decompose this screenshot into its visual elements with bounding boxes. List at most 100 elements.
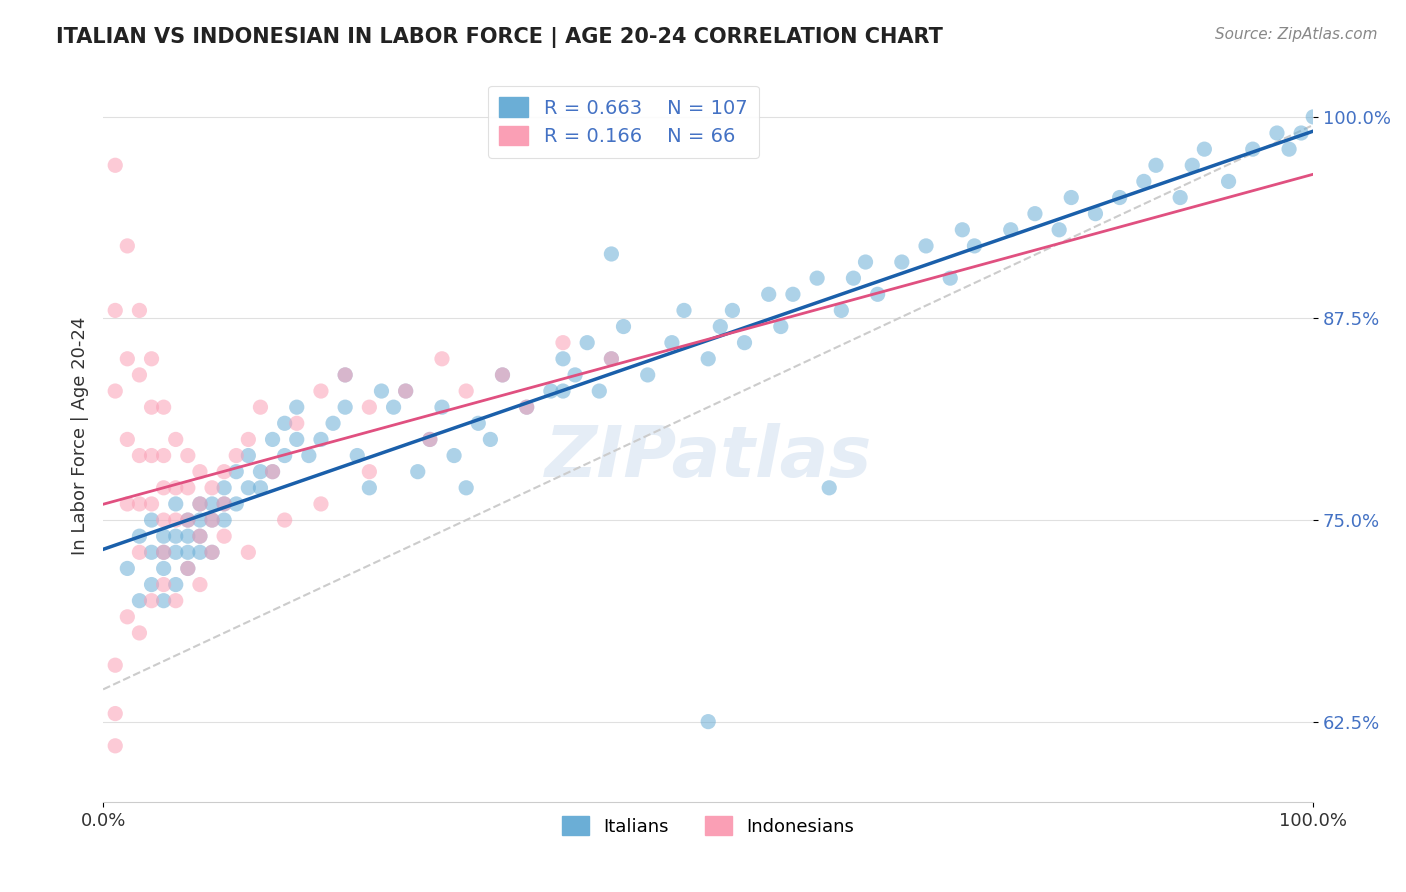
Point: [117, 239, 139, 253]
Point: [576, 335, 599, 350]
Point: [165, 513, 187, 527]
Point: [177, 561, 200, 575]
Point: [152, 481, 174, 495]
Point: [152, 545, 174, 559]
Point: [950, 223, 973, 237]
Point: [734, 335, 756, 350]
Point: [309, 497, 332, 511]
Point: [395, 384, 418, 398]
Point: [661, 335, 683, 350]
Point: [359, 400, 381, 414]
Point: [1060, 190, 1083, 204]
Point: [152, 545, 174, 559]
Point: [359, 481, 381, 495]
Point: [866, 287, 889, 301]
Point: [177, 513, 200, 527]
Point: [212, 497, 235, 511]
Point: [491, 368, 513, 382]
Point: [238, 481, 260, 495]
Point: [1241, 142, 1264, 156]
Point: [540, 384, 562, 398]
Point: [1181, 158, 1204, 172]
Point: [600, 351, 623, 366]
Point: [117, 609, 139, 624]
Point: [1194, 142, 1216, 156]
Point: [177, 529, 200, 543]
Point: [479, 433, 502, 447]
Point: [117, 433, 139, 447]
Point: [152, 593, 174, 607]
Point: [370, 384, 392, 398]
Point: [456, 481, 478, 495]
Point: [333, 400, 356, 414]
Point: [212, 529, 235, 543]
Point: [551, 335, 574, 350]
Point: [830, 303, 852, 318]
Point: [842, 271, 865, 285]
Point: [141, 449, 163, 463]
Point: [382, 400, 405, 414]
Point: [1084, 207, 1107, 221]
Point: [177, 513, 200, 527]
Point: [551, 384, 574, 398]
Point: [104, 384, 127, 398]
Point: [141, 513, 163, 527]
Point: [249, 400, 271, 414]
Point: [238, 449, 260, 463]
Point: [188, 497, 211, 511]
Point: [152, 561, 174, 575]
Point: [177, 449, 200, 463]
Point: [104, 303, 127, 318]
Point: [963, 239, 986, 253]
Point: [128, 529, 150, 543]
Point: [491, 368, 513, 382]
Point: [406, 465, 429, 479]
Point: [806, 271, 828, 285]
Point: [225, 465, 247, 479]
Point: [600, 247, 623, 261]
Point: [419, 433, 441, 447]
Point: [152, 577, 174, 591]
Point: [165, 481, 187, 495]
Point: [141, 400, 163, 414]
Point: [128, 545, 150, 559]
Point: [165, 593, 187, 607]
Point: [1133, 174, 1156, 188]
Point: [890, 255, 912, 269]
Point: [128, 497, 150, 511]
Point: [782, 287, 804, 301]
Point: [564, 368, 586, 382]
Point: [165, 529, 187, 543]
Point: [758, 287, 780, 301]
Text: Source: ZipAtlas.com: Source: ZipAtlas.com: [1215, 27, 1378, 42]
Point: [709, 319, 731, 334]
Point: [516, 400, 538, 414]
Point: [128, 626, 150, 640]
Point: [322, 417, 344, 431]
Point: [152, 513, 174, 527]
Point: [141, 593, 163, 607]
Point: [273, 513, 295, 527]
Point: [273, 417, 295, 431]
Point: [1289, 126, 1312, 140]
Point: [359, 465, 381, 479]
Point: [467, 417, 489, 431]
Point: [177, 545, 200, 559]
Point: [262, 465, 284, 479]
Point: [128, 303, 150, 318]
Point: [177, 561, 200, 575]
Point: [1302, 110, 1324, 124]
Point: [212, 513, 235, 527]
Point: [201, 497, 224, 511]
Point: [443, 449, 465, 463]
Point: [298, 449, 321, 463]
Point: [188, 545, 211, 559]
Point: [721, 303, 744, 318]
Point: [309, 433, 332, 447]
Point: [1168, 190, 1191, 204]
Point: [188, 529, 211, 543]
Point: [697, 714, 720, 729]
Point: [430, 400, 453, 414]
Point: [285, 433, 308, 447]
Point: [238, 433, 260, 447]
